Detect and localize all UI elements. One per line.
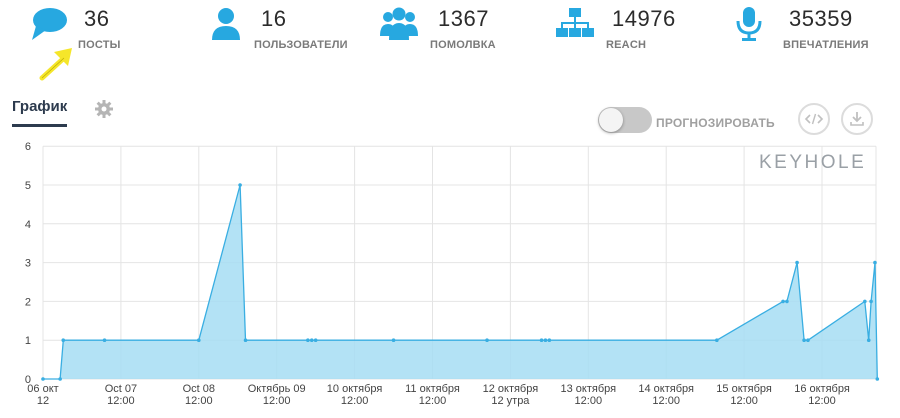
data-point — [715, 338, 719, 342]
download-button[interactable] — [841, 103, 873, 135]
data-point — [875, 377, 880, 381]
stat-impressions[interactable]: 35359 ВПЕЧАТЛЕНИЯ — [732, 0, 900, 70]
x-tick-label: 12:00 — [808, 395, 836, 407]
data-point — [806, 338, 810, 342]
x-tick-label: 12:00 — [652, 395, 680, 407]
microphone-icon — [736, 7, 762, 41]
data-point — [102, 338, 107, 342]
stat-users[interactable]: 16 ПОЛЬЗОВАТЕЛИ — [205, 0, 375, 70]
data-point — [863, 299, 867, 304]
gear-icon[interactable] — [94, 99, 114, 119]
annotation-arrow-icon — [39, 48, 72, 81]
data-point — [238, 183, 242, 187]
stat-label: ВПЕЧАТЛЕНИЯ — [783, 39, 869, 51]
data-point — [306, 338, 310, 342]
network-icon — [556, 8, 594, 37]
stat-value: 1367 — [438, 6, 489, 31]
tab-chart[interactable]: График — [12, 98, 68, 127]
data-point — [485, 338, 489, 342]
x-tick-label: 12 октября — [483, 383, 539, 395]
x-tick-label: 12:00 — [730, 395, 758, 407]
user-icon — [212, 8, 240, 40]
stat-value: 14976 — [612, 6, 676, 31]
x-tick-label: 12:00 — [263, 395, 291, 407]
x-tick-label: Oct 07 — [105, 383, 137, 395]
x-tick-label: 12:00 — [341, 395, 369, 407]
stat-value: 16 — [261, 6, 287, 31]
stats-bar: 36 ПОСТЫ 16 ПОЛЬЗОВАТЕЛИ 1367 ПОМОЛВКА — [0, 0, 900, 70]
x-tick-label: Oct 08 — [183, 383, 215, 395]
embed-code-button[interactable] — [798, 103, 830, 135]
stat-reach[interactable]: 14976 REACH — [554, 0, 714, 70]
data-point — [781, 299, 785, 304]
data-point — [58, 377, 62, 381]
data-point — [547, 338, 552, 342]
keyhole-watermark: KEYHOLE — [759, 152, 867, 173]
x-tick-label: Октябрь 09 — [248, 383, 306, 395]
chart-grid — [42, 145, 877, 380]
y-axis: 0 1 2 3 4 5 6 — [25, 141, 31, 386]
code-icon — [804, 113, 824, 125]
x-tick-label: 10 октября — [327, 383, 383, 395]
data-point — [866, 338, 871, 342]
stat-label: ПОМОЛВКА — [430, 39, 496, 51]
download-icon — [850, 112, 864, 126]
data-point — [873, 260, 877, 265]
x-tick-label: 13 октября — [561, 383, 617, 395]
stat-label: REACH — [606, 39, 647, 51]
data-points — [41, 183, 880, 381]
data-point — [785, 299, 789, 304]
y-tick-label: 4 — [25, 219, 31, 231]
y-tick-label: 3 — [25, 258, 31, 270]
stat-value: 36 — [84, 6, 110, 31]
stat-label: ПОЛЬЗОВАТЕЛИ — [254, 39, 348, 51]
data-point — [197, 338, 201, 342]
x-tick-label: 12 — [37, 395, 49, 407]
stat-value: 35359 — [789, 6, 853, 31]
y-tick-label: 6 — [25, 141, 31, 153]
x-tick-label: 15 октября — [716, 383, 772, 395]
y-tick-label: 0 — [25, 374, 31, 386]
speech-bubble-icon — [32, 8, 67, 40]
series-line — [43, 184, 878, 380]
data-point — [543, 338, 548, 342]
x-tick-label: 14 октября — [638, 383, 694, 395]
data-point — [539, 338, 544, 342]
x-tick-label: 12 утра — [491, 395, 530, 407]
data-point — [309, 338, 314, 342]
data-point — [61, 338, 66, 342]
x-tick-label: 11 октября — [405, 383, 460, 395]
data-point — [802, 338, 806, 342]
forecast-label: ПРОГНОЗИРОВАТЬ — [656, 116, 775, 130]
y-tick-label: 2 — [25, 296, 31, 308]
stat-engagement[interactable]: 1367 ПОМОЛВКА — [377, 0, 537, 70]
group-icon — [380, 7, 418, 40]
forecast-toggle[interactable] — [598, 107, 652, 133]
y-tick-label: 1 — [25, 335, 31, 347]
data-point — [41, 377, 45, 381]
y-tick-label: 5 — [25, 180, 31, 192]
x-tick-label: 12:00 — [107, 395, 135, 407]
x-tick-label: 16 октября — [794, 383, 850, 395]
x-tick-label: 06 окт — [27, 383, 58, 395]
stat-posts[interactable]: 36 ПОСТЫ — [26, 0, 166, 70]
area-fill — [43, 185, 878, 379]
data-point — [313, 338, 318, 342]
data-point — [391, 338, 396, 342]
x-tick-label: 12:00 — [575, 395, 603, 407]
x-tick-label: 12:00 — [419, 395, 447, 407]
data-point — [869, 299, 873, 304]
x-tick-label: 12:00 — [185, 395, 213, 407]
data-point — [795, 260, 799, 265]
toggle-knob — [599, 108, 623, 132]
data-point — [243, 338, 248, 342]
stat-label: ПОСТЫ — [78, 39, 121, 51]
